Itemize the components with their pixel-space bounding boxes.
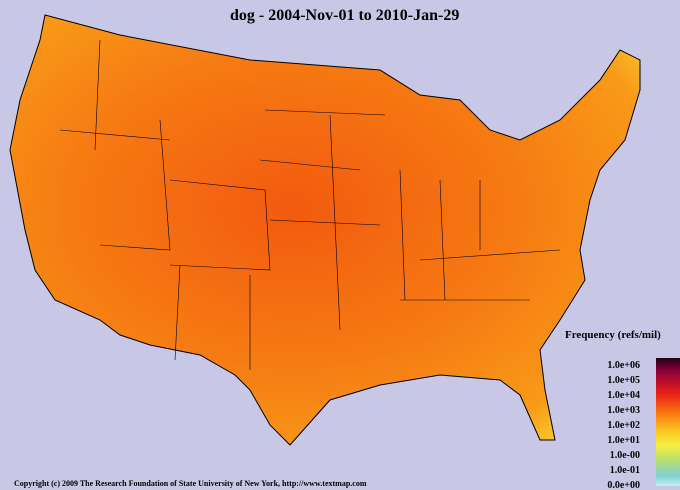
footer: Copyright (c) 2009 The Research Foundati… xyxy=(14,479,367,488)
legend-labels: 1.0e+06 1.0e+05 1.0e+04 1.0e+03 1.0e+02 1.0e+… xyxy=(607,360,640,490)
legend-label: 1.0e-00 xyxy=(610,450,640,461)
legend-title: Frequency (refs/mil) xyxy=(565,329,661,341)
legend-label: 1.0e+02 xyxy=(607,420,640,431)
legend-label: 1.0e+04 xyxy=(607,390,640,401)
legend-label: 1.0e-01 xyxy=(610,465,640,476)
legend-label: 0.0e+00 xyxy=(607,480,640,490)
legend-label: 1.0e+06 xyxy=(607,360,640,371)
color-scale xyxy=(656,358,680,486)
map-title: dog - 2004-Nov-01 to 2010-Jan-29 xyxy=(230,7,459,24)
legend-label: 1.0e+01 xyxy=(607,435,640,446)
us-map xyxy=(9,14,641,446)
state-borders xyxy=(59,39,561,370)
legend-label: 1.0e+03 xyxy=(607,405,640,416)
legend-label: 1.0e+05 xyxy=(607,375,640,386)
